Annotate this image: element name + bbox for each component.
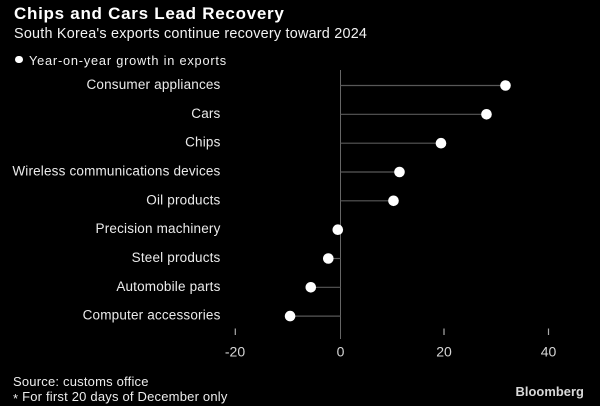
svg-text:-20: -20 (225, 344, 245, 360)
svg-text:Precision machinery: Precision machinery (96, 221, 221, 236)
svg-text:40: 40 (541, 344, 557, 360)
svg-text:Cars: Cars (191, 106, 220, 121)
svg-text:Chips: Chips (185, 135, 220, 150)
svg-text:Consumer appliances: Consumer appliances (87, 77, 221, 92)
svg-text:Wireless communications device: Wireless communications devices (12, 164, 220, 179)
svg-text:0: 0 (337, 344, 345, 360)
svg-text:Automobile parts: Automobile parts (116, 279, 220, 294)
svg-text:Computer accessories: Computer accessories (83, 308, 221, 323)
svg-text:20: 20 (436, 344, 452, 360)
svg-text:Oil products: Oil products (146, 192, 220, 207)
svg-text:Steel products: Steel products (132, 250, 221, 265)
